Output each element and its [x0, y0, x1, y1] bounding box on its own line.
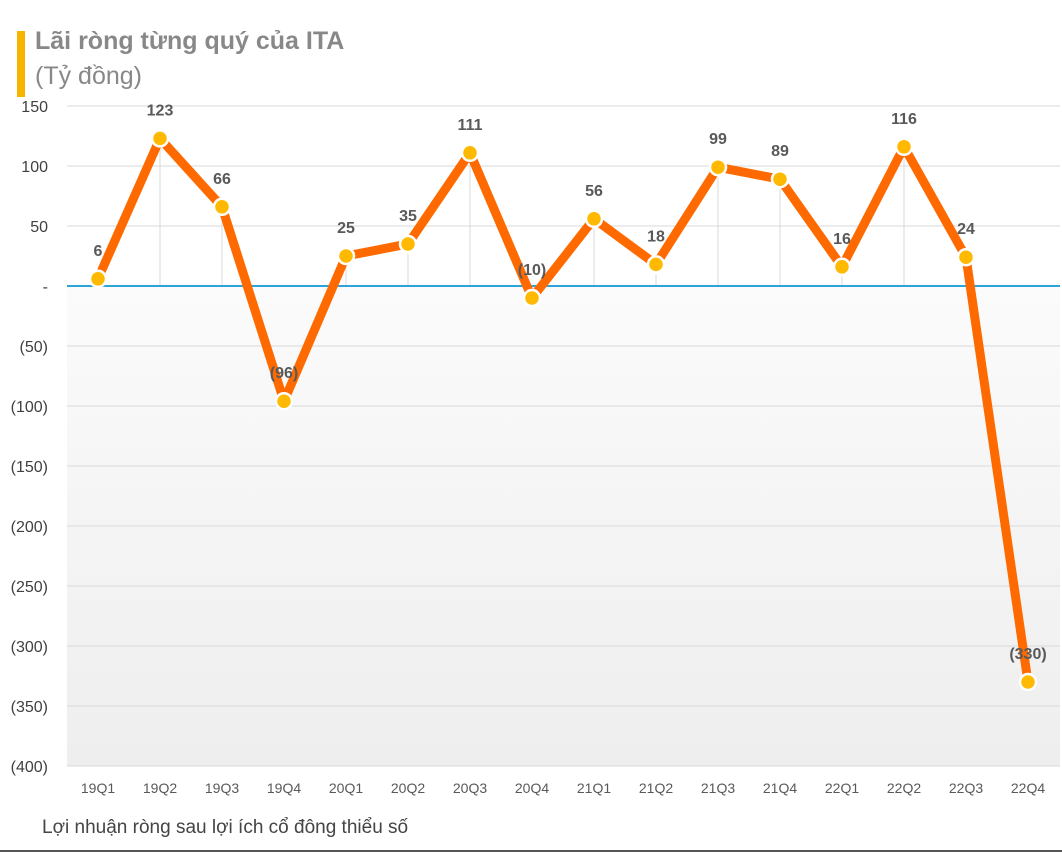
chart-unit-subtitle: (Tỷ đồng): [35, 62, 142, 90]
x-tick-label: 20Q4: [515, 780, 549, 796]
data-label: 123: [147, 102, 174, 119]
data-point-marker: [708, 157, 728, 177]
data-point-marker: [584, 209, 604, 229]
bottom-divider: [0, 850, 1062, 852]
data-point-marker: [646, 255, 666, 274]
data-label: 16: [833, 231, 851, 248]
x-tick-label: 20Q1: [329, 780, 363, 796]
y-tick-label: (50): [20, 339, 48, 356]
y-tick-label: 150: [21, 99, 48, 116]
data-point-marker: [956, 247, 976, 267]
data-label: 35: [399, 208, 417, 225]
y-tick-label: (250): [11, 579, 48, 596]
data-label: 89: [771, 143, 789, 160]
data-point-marker: [832, 257, 852, 277]
y-tick-label: (300): [11, 639, 48, 656]
data-label: 56: [585, 183, 603, 200]
data-label: 116: [891, 111, 917, 128]
data-point-marker: [336, 246, 356, 266]
data-point-marker: [88, 269, 108, 289]
data-label: 99: [709, 131, 727, 148]
data-point-marker: [398, 234, 418, 254]
x-tick-label: 19Q2: [143, 780, 177, 796]
title-accent-bar: [17, 31, 25, 97]
x-tick-label: 19Q3: [205, 780, 239, 796]
x-tick-label: 19Q1: [81, 780, 115, 796]
x-tick-label: 22Q1: [825, 780, 859, 796]
data-point-marker: [150, 129, 170, 148]
x-tick-label: 20Q2: [391, 780, 425, 796]
x-tick-label: 19Q4: [267, 780, 301, 796]
data-point-marker: [274, 391, 294, 411]
y-tick-label: 100: [21, 159, 48, 176]
data-label: 18: [647, 228, 665, 245]
data-point-marker: [894, 137, 914, 157]
y-tick-label: (150): [11, 459, 48, 476]
x-tick-label: 22Q2: [887, 780, 921, 796]
data-label: 24: [957, 221, 975, 238]
data-label: (96): [270, 365, 298, 382]
y-tick-label: (100): [11, 399, 48, 416]
y-tick-label: (400): [11, 759, 48, 776]
x-tick-label: 21Q3: [701, 780, 735, 796]
x-tick-label: 21Q1: [577, 780, 611, 796]
y-tick-label: (350): [11, 699, 48, 716]
data-point-marker: [770, 169, 790, 189]
x-tick-label: 21Q2: [639, 780, 673, 796]
data-label: (10): [518, 262, 546, 279]
x-tick-label: 21Q4: [763, 780, 797, 796]
series-line: [93, 133, 1033, 687]
x-tick-label: 22Q3: [949, 780, 983, 796]
data-label: (330): [1009, 646, 1046, 663]
data-label: 111: [458, 117, 483, 134]
data-point-marker: [212, 197, 232, 217]
y-tick-label: (200): [11, 519, 48, 536]
chart-title: Lãi ròng từng quý của ITA: [35, 27, 345, 55]
data-point-marker: [1018, 672, 1038, 692]
x-tick-label: 22Q4: [1011, 780, 1045, 796]
y-tick-label: 50: [30, 219, 48, 236]
footnote: Lợi nhuận ròng sau lợi ích cổ đông thiểu…: [42, 817, 409, 838]
data-label: 25: [337, 220, 355, 237]
data-label: 66: [213, 171, 231, 188]
data-point-marker: [522, 288, 542, 308]
data-point-marker: [460, 143, 480, 163]
data-label: 6: [94, 243, 103, 260]
y-tick-label: -: [43, 279, 48, 296]
x-tick-label: 20Q3: [453, 780, 487, 796]
